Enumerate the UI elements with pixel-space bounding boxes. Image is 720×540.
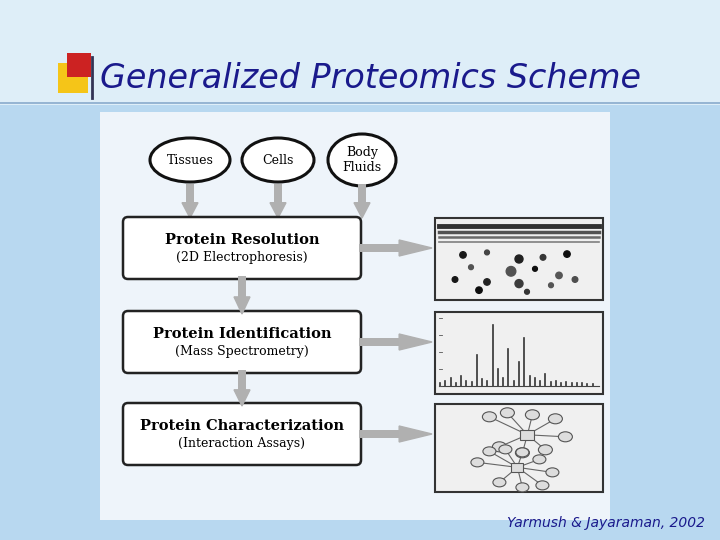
Ellipse shape [471,458,484,467]
Text: Protein Characterization: Protein Characterization [140,419,344,433]
Ellipse shape [493,478,506,487]
Ellipse shape [559,432,572,442]
Polygon shape [354,202,370,218]
Text: Tissues: Tissues [166,153,213,166]
Bar [100,112,610,520]
Circle shape [484,279,490,285]
Circle shape [572,276,577,282]
Circle shape [533,266,537,271]
Ellipse shape [546,468,559,477]
FancyBboxPatch shape [123,311,361,373]
Ellipse shape [499,445,512,454]
Bar [274,184,282,202]
Circle shape [515,280,523,288]
Ellipse shape [539,445,552,455]
Ellipse shape [516,448,529,457]
Circle shape [540,254,546,260]
Circle shape [460,252,467,258]
Text: Generalized Proteomics Scheme: Generalized Proteomics Scheme [100,62,641,95]
Bar [435,218,603,300]
Ellipse shape [516,483,529,492]
Bar [186,184,194,202]
FancyBboxPatch shape [123,403,361,465]
Text: (Mass Spectrometry): (Mass Spectrometry) [175,346,309,359]
Bar [521,430,534,440]
Circle shape [452,276,458,282]
Ellipse shape [483,447,496,456]
Bar [359,245,399,252]
Bar [58,63,88,93]
Ellipse shape [500,408,514,418]
Circle shape [506,267,516,276]
Bar [67,53,91,77]
Polygon shape [399,334,432,350]
Text: Protein Resolution: Protein Resolution [165,233,319,247]
Text: Cells: Cells [262,153,294,166]
Polygon shape [270,202,286,218]
Ellipse shape [492,442,506,452]
Text: (Interaction Assays): (Interaction Assays) [179,437,305,450]
Bar [435,312,603,394]
Bar [359,339,399,346]
Ellipse shape [526,410,539,420]
Ellipse shape [536,481,549,490]
Ellipse shape [516,448,529,458]
Polygon shape [399,426,432,442]
Bar [238,370,246,390]
Ellipse shape [549,414,562,424]
Circle shape [469,265,474,269]
FancyBboxPatch shape [123,217,361,279]
Text: Body
Fluids: Body Fluids [343,146,382,174]
Circle shape [549,283,554,288]
Text: (2D Electrophoresis): (2D Electrophoresis) [176,252,308,265]
Circle shape [476,287,482,293]
Ellipse shape [328,134,396,186]
Polygon shape [399,240,432,256]
Circle shape [525,289,529,294]
Bar [511,463,523,472]
Bar [0,0,720,105]
Polygon shape [182,202,198,218]
Circle shape [485,250,490,255]
Ellipse shape [533,455,546,464]
Bar [435,404,603,492]
Ellipse shape [242,138,314,182]
Text: Protein Identification: Protein Identification [153,327,331,341]
Circle shape [556,272,562,279]
Polygon shape [234,390,250,406]
Circle shape [564,251,570,257]
Bar [359,430,399,437]
Polygon shape [234,297,250,314]
Bar [238,276,246,297]
Text: Yarmush & Jayaraman, 2002: Yarmush & Jayaraman, 2002 [507,516,705,530]
Ellipse shape [150,138,230,182]
Bar [359,184,366,202]
Circle shape [515,255,523,263]
Ellipse shape [482,412,496,422]
